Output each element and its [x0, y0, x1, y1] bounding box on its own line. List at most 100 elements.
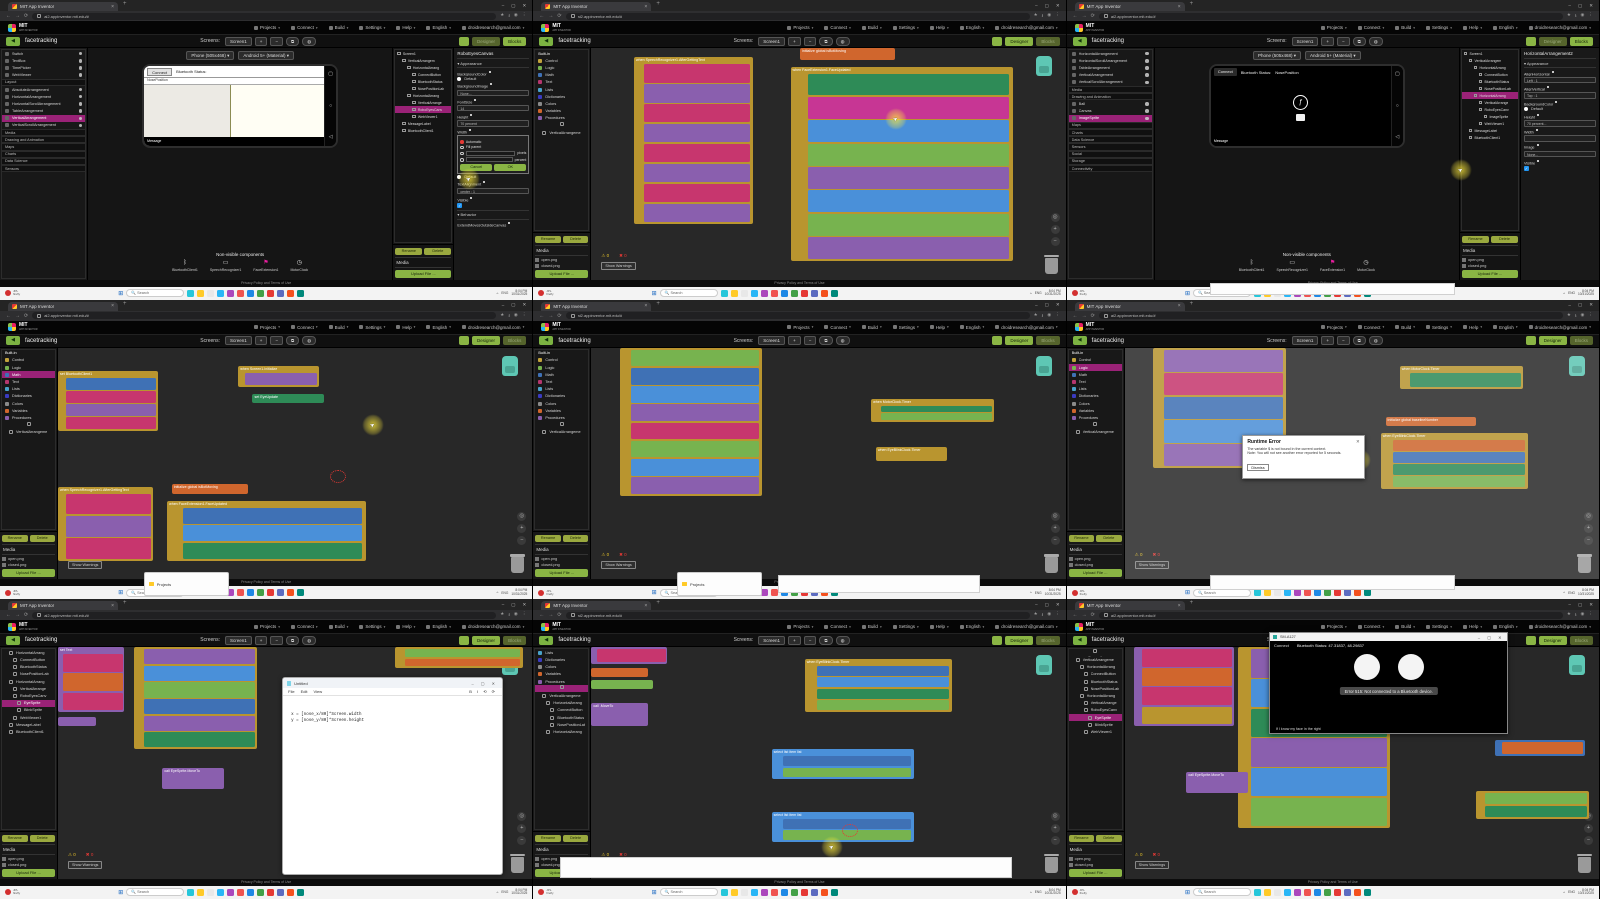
palette-item-nosepositionlab[interactable]: NosePositionLab — [1069, 685, 1122, 692]
browser-tab[interactable]: MIT App Inventor × — [541, 601, 652, 611]
download-icon[interactable]: ⭳ — [1574, 312, 1577, 318]
designer-button[interactable]: Designer — [1538, 36, 1567, 46]
property-value-field[interactable]: None... — [457, 89, 530, 97]
palette-item-procedures[interactable]: Procedures — [2, 414, 55, 421]
upload-file-button[interactable]: Upload File ... — [1068, 569, 1122, 578]
block-row[interactable] — [816, 688, 949, 699]
tray-clock[interactable]: 8:04 PM 10/31/2025 — [511, 888, 527, 896]
taskbar-app-icon[interactable] — [197, 888, 205, 896]
copy-screen-icon[interactable]: ⧉ — [286, 36, 300, 46]
dismiss-button[interactable]: Dismiss — [1247, 464, 1269, 472]
palette-item-connectivity[interactable]: Connectivity — [1068, 165, 1152, 173]
palette-item-control[interactable]: Control — [535, 57, 588, 64]
refresh-icon[interactable]: ⟳ — [1090, 13, 1095, 19]
palette-item-variables[interactable]: Variables — [1069, 407, 1122, 414]
delete-button[interactable]: Delete — [562, 834, 589, 842]
radio-icon[interactable] — [460, 158, 464, 162]
tab-close-icon[interactable]: × — [1177, 3, 1181, 10]
back-icon[interactable]: ← — [1072, 13, 1078, 19]
block[interactable]: initialize global isBotMoving — [171, 484, 248, 494]
taskbar-app-icon[interactable] — [287, 289, 295, 297]
minimize-icon[interactable]: – — [1568, 602, 1571, 608]
menu-icon[interactable]: ⋮ — [521, 311, 527, 317]
menu-droidresearch-gmail-com[interactable]: droidresearch@gmail.com — [462, 325, 524, 330]
taskbar-app-icon[interactable] — [197, 289, 205, 297]
gallery-icon[interactable] — [1525, 336, 1536, 346]
tray-language[interactable]: ENG — [501, 590, 509, 595]
property-value-field[interactable]: 14 — [457, 104, 530, 112]
refresh-icon[interactable]: ⟳ — [557, 13, 562, 19]
tree-node-bluetoothclient1[interactable]: BluetoothClient1 — [1462, 134, 1518, 141]
tray-caret-icon[interactable]: ^ — [496, 590, 499, 596]
taskbar-app-icon[interactable] — [257, 589, 265, 597]
tree-node-bluetoothclient1[interactable]: BluetoothClient1 — [395, 127, 451, 134]
bookmark-icon[interactable]: ★ — [1566, 12, 1571, 17]
property-checkbox[interactable]: ✓ — [457, 202, 463, 208]
block-row[interactable] — [808, 167, 1009, 189]
palette-item-logic[interactable]: Logic — [535, 64, 588, 71]
tree-node-connectbutton[interactable]: ConnectButton — [395, 71, 451, 78]
companion-window-controls[interactable]: – ▢ ✕ — [1477, 634, 1505, 640]
block-row[interactable] — [1409, 373, 1521, 388]
menu-projects[interactable]: Projects — [1321, 624, 1347, 629]
menu-connect[interactable]: Connect — [824, 325, 851, 330]
palette-item-bluetoothclient1[interactable]: BluetoothClient1 — [2, 728, 55, 735]
palette-item-math[interactable]: Math — [535, 371, 588, 378]
tab-close-icon[interactable]: × — [644, 303, 648, 310]
menu-help[interactable]: Help — [930, 624, 949, 629]
block-row[interactable] — [631, 349, 760, 367]
start-button[interactable]: ⊞ — [118, 290, 124, 297]
media-file[interactable]: closed.png — [1462, 264, 1518, 268]
profile-icon[interactable]: ◉ — [1047, 311, 1052, 317]
palette-item-eyesprite[interactable]: EyeSprite — [1068, 714, 1122, 722]
designer-button[interactable]: Designer — [472, 635, 501, 645]
palette-item-verticalarrangement[interactable]: VerticalArrangement — [1069, 72, 1152, 79]
designer-button[interactable]: Designer — [1538, 336, 1567, 346]
blocks-button[interactable]: Blocks — [1036, 336, 1060, 346]
add-screen-button[interactable]: + — [254, 36, 268, 46]
tray-caret-icon[interactable]: ^ — [1563, 590, 1566, 596]
block[interactable] — [591, 668, 649, 678]
start-button[interactable]: ⊞ — [118, 889, 124, 896]
rename-button[interactable]: Rename — [535, 235, 561, 243]
notepad-window-controls[interactable]: – ▢ ✕ — [471, 680, 499, 686]
block[interactable]: call .MoveTo — [591, 702, 649, 727]
block-row[interactable] — [643, 163, 751, 183]
block[interactable]: initialize global baselineNumber — [1385, 417, 1476, 427]
tree-node-connectbutton[interactable]: ConnectButton — [1462, 71, 1518, 78]
block[interactable] — [1494, 739, 1585, 757]
palette-item-horizontalarrangement[interactable]: HorizontalArrangement — [1069, 50, 1152, 57]
palette-item-control[interactable]: Control — [535, 357, 588, 364]
delete-button[interactable]: Delete — [1490, 235, 1518, 243]
publish-icon[interactable]: ◍ — [302, 635, 317, 645]
block-row[interactable] — [1163, 349, 1284, 372]
remove-screen-button[interactable]: − — [803, 336, 817, 346]
forward-icon[interactable]: → — [15, 312, 20, 319]
taskbar-app-icon[interactable] — [720, 888, 728, 896]
add-screen-button[interactable]: + — [1321, 336, 1335, 346]
block-row[interactable] — [631, 477, 760, 494]
palette-item-screen1[interactable]: Screen1 — [1069, 649, 1122, 657]
tree-node-nosepositionlab[interactable]: NosePositionLab — [395, 85, 451, 92]
palette-item-maps[interactable]: Maps — [1068, 121, 1152, 130]
add-screen-button[interactable]: + — [788, 36, 801, 46]
palette-item-lists[interactable]: Lists — [2, 386, 55, 393]
minimize-icon[interactable]: – — [1035, 602, 1038, 608]
property-value-field[interactable] — [1523, 135, 1596, 142]
taskbar-app-icon[interactable] — [730, 888, 738, 896]
theme-dropdown[interactable]: Android 5+ (Material) ▾ — [1305, 50, 1361, 60]
profile-icon[interactable]: ◉ — [1047, 12, 1052, 17]
taskbar-app-icon[interactable] — [1323, 888, 1331, 896]
browser-tab[interactable]: MIT App Inventor × — [541, 301, 652, 311]
palette-item-horizontalscrollarrangement[interactable]: HorizontalScrollArrangement — [2, 100, 85, 107]
block-row[interactable] — [1163, 396, 1284, 419]
new-tab-button[interactable]: + — [656, 1, 660, 7]
bookmark-icon[interactable]: ★ — [500, 12, 505, 17]
block-row[interactable] — [65, 417, 156, 430]
browser-tab[interactable]: MIT App Inventor × — [541, 2, 652, 11]
property-value-field[interactable]: 70 percent... — [1523, 120, 1596, 127]
new-tab-button[interactable]: + — [123, 600, 127, 607]
taskbar-app-icon[interactable] — [770, 888, 778, 896]
taskbar-app-icon[interactable] — [740, 289, 748, 297]
show-warnings-button[interactable]: Show Warnings — [68, 561, 103, 570]
